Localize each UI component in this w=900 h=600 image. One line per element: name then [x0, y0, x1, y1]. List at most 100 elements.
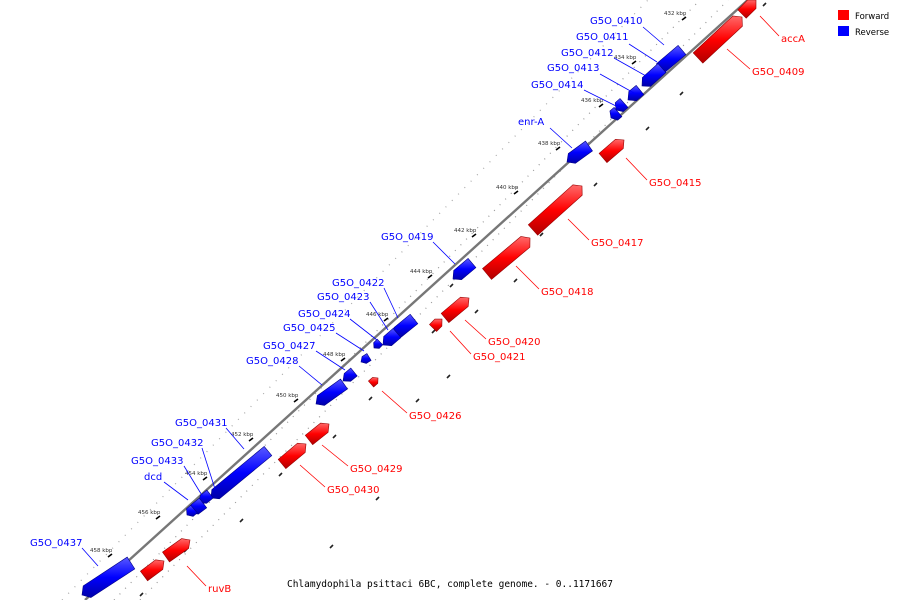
tick-mark — [383, 317, 389, 322]
feature-mark — [332, 434, 337, 439]
feature-mark — [513, 278, 518, 283]
gene-label: ruvB — [208, 584, 231, 595]
gene-label: G5O_0409 — [752, 67, 804, 78]
tick-mark — [681, 16, 687, 21]
reverse-gene-arrow — [342, 367, 358, 382]
map-caption: Chlamydophila psittaci 6BC, complete gen… — [287, 579, 613, 590]
reverse-gene-arrow — [627, 84, 645, 102]
gene-label: G5O_0421 — [473, 352, 525, 363]
gene-label: G5O_0415 — [649, 178, 701, 189]
feature-mark — [539, 232, 544, 237]
gene-leader-line — [383, 287, 399, 319]
reverse-gene-arrow — [186, 504, 198, 517]
forward-gene-arrow — [692, 15, 743, 64]
forward-gene-arrow — [440, 296, 470, 324]
reverse-gene-arrow — [360, 353, 372, 364]
feature-mark — [474, 309, 479, 314]
gene-label: G5O_0433 — [131, 456, 183, 467]
tick-label: 438 kbp — [538, 141, 561, 147]
forward-gene-arrow — [429, 318, 443, 332]
gene-label: G5O_0418 — [541, 287, 593, 298]
gene-leader-line — [321, 444, 349, 467]
feature-mark — [278, 472, 283, 477]
gene-label: G5O_0428 — [246, 356, 298, 367]
feature-mark — [139, 592, 144, 597]
reverse-gene-arrow — [641, 63, 667, 87]
gene-leader-line — [299, 464, 326, 488]
gene-label: enr-A — [518, 117, 544, 128]
tick-label: 440 kbp — [496, 185, 519, 191]
gene-label: G5O_0430 — [327, 485, 379, 496]
gene-leader-line — [298, 365, 323, 386]
gene-label: G5O_0413 — [547, 63, 599, 74]
gene-leader-line — [628, 43, 658, 63]
tick-label: 444 kbp — [410, 269, 433, 275]
tick-label: 446 kbp — [366, 312, 389, 318]
gene-leader-line — [381, 390, 408, 414]
tick-label: 442 kbp — [454, 228, 477, 234]
gene-label: G5O_0410 — [590, 16, 642, 27]
tick-mark — [471, 233, 477, 238]
gene-leader-line — [315, 350, 346, 371]
gene-label: G5O_0424 — [298, 309, 350, 320]
tick-label: 452 kbp — [231, 432, 254, 438]
gene-label: dcd — [144, 472, 162, 483]
gene-leader-line — [726, 48, 751, 70]
gene-label: G5O_0437 — [30, 538, 82, 549]
forward-gene-arrow — [482, 236, 531, 280]
tick-label: 456 kbp — [138, 510, 161, 516]
gene-leader-line — [432, 241, 456, 265]
reverse-gene-arrow — [614, 98, 629, 113]
gene-leader-line — [225, 427, 245, 450]
gene-label: G5O_0417 — [591, 238, 643, 249]
reverse-gene-arrow — [81, 556, 136, 598]
gene-leader-line — [599, 73, 635, 94]
gene-label: G5O_0419 — [381, 232, 433, 243]
gene-label: G5O_0432 — [151, 438, 203, 449]
gene-leader-line — [81, 547, 99, 567]
gene-leader-line — [201, 447, 216, 490]
gene-label: G5O_0412 — [561, 48, 613, 59]
forward-gene-arrow — [304, 422, 330, 446]
gene-leader-line — [335, 332, 365, 352]
tick-label: 454 kbp — [185, 471, 208, 477]
gene-leader-line — [369, 301, 389, 331]
gene-leader-line — [583, 89, 621, 109]
gene-leader-line — [464, 319, 487, 340]
tick-mark — [340, 357, 346, 362]
gene-label: G5O_0429 — [350, 464, 402, 475]
legend-reverse-swatch — [838, 26, 849, 36]
tick-label: 432 kbp — [664, 11, 687, 17]
tick-label: 434 kbp — [614, 55, 637, 61]
tick-mark — [155, 515, 161, 520]
legend-reverse-label: Reverse — [855, 28, 889, 38]
tick-label: 458 kbp — [90, 548, 113, 554]
gene-leader-line — [163, 481, 189, 501]
feature-mark — [679, 91, 684, 96]
gene-leader-line — [625, 157, 648, 181]
forward-gene-arrow — [367, 377, 379, 388]
tick-mark — [598, 103, 604, 108]
gene-leader-line — [515, 265, 540, 290]
gene-label: G5O_0431 — [175, 418, 227, 429]
tick-mark — [248, 437, 254, 442]
tick-label: 436 kbp — [581, 98, 604, 104]
gene-label: G5O_0425 — [283, 323, 335, 334]
feature-mark — [375, 496, 380, 501]
feature-mark — [368, 396, 373, 401]
reverse-gene-arrow — [315, 378, 348, 406]
legend-forward-swatch — [838, 10, 849, 20]
feature-mark — [762, 2, 767, 7]
gene-label: G5O_0414 — [531, 80, 583, 91]
legend-forward-label: Forward — [855, 12, 889, 22]
feature-mark — [329, 544, 334, 549]
tick-mark — [513, 190, 519, 195]
gene-label: G5O_0422 — [332, 278, 384, 289]
feature-mark — [415, 398, 420, 403]
gene-leader-line — [567, 218, 590, 241]
tick-mark — [427, 274, 433, 279]
gene-leader-line — [349, 318, 378, 341]
gene-leader-line — [613, 57, 647, 77]
